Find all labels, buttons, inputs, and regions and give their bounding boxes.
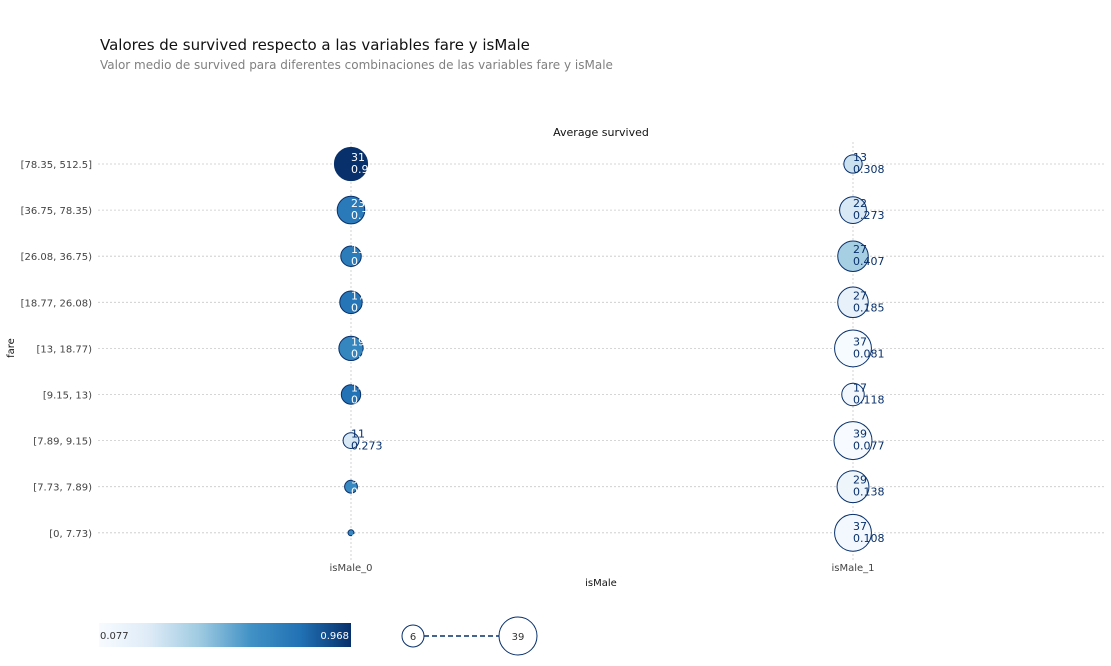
bubble-value-label: 0.786 xyxy=(351,394,383,407)
y-tick-label: [18.77, 26.08) xyxy=(21,298,93,309)
bubble-count-label: 15 xyxy=(351,243,365,256)
data-bubble[interactable] xyxy=(338,335,364,362)
size-legend-min-bubble xyxy=(401,624,425,648)
y-tick-label: [7.89, 9.15) xyxy=(33,437,92,448)
data-bubble[interactable] xyxy=(340,245,362,267)
y-tick-label: [36.75, 78.35) xyxy=(21,206,93,217)
x-axis-label: isMale xyxy=(585,578,617,589)
y-tick-label: [7.73, 7.89) xyxy=(33,483,92,494)
y-tick-label: [0, 7.73) xyxy=(49,529,92,540)
bubble-value-label: 0.077 xyxy=(853,440,885,453)
bubble-value-label: 0.407 xyxy=(853,255,885,268)
y-axis-label: fare xyxy=(6,338,17,358)
data-bubble[interactable] xyxy=(333,146,369,182)
data-bubble[interactable] xyxy=(833,421,873,461)
bubble-value-label: 0.273 xyxy=(351,440,383,453)
data-bubble[interactable] xyxy=(841,382,865,407)
bubble-value-label: 0.733 xyxy=(351,255,383,268)
data-bubble[interactable] xyxy=(339,290,363,315)
data-bubble[interactable] xyxy=(839,196,867,225)
bubble-count-label: 13 xyxy=(853,151,867,164)
size-legend-min-label: 6 xyxy=(410,632,416,643)
x-tick-label: isMale_0 xyxy=(329,563,372,574)
data-bubble[interactable] xyxy=(344,479,358,494)
bubble-count-label: 29 xyxy=(853,474,867,487)
bubble-count-label: 19 xyxy=(351,335,365,348)
bubble-count-label: 27 xyxy=(853,289,867,302)
data-bubble[interactable] xyxy=(843,154,863,174)
color-scale-max-label: 0.968 xyxy=(320,631,349,642)
bubble-value-label: 0.739 xyxy=(351,209,383,222)
bubble-count-label: 9 xyxy=(351,474,358,487)
size-legend-max-bubble xyxy=(498,616,538,656)
data-bubble[interactable] xyxy=(834,329,872,368)
y-tick-label: [9.15, 13) xyxy=(43,391,92,402)
bubble-value-label: 0.684 xyxy=(351,347,383,360)
bubble-value-label: 0.765 xyxy=(351,301,383,314)
chart-title: Valores de survived respecto a las varia… xyxy=(100,36,530,54)
bubble-value-label: 0.273 xyxy=(853,209,885,222)
bubble-count-label: 27 xyxy=(853,243,867,256)
bubble-value-label: 0.138 xyxy=(853,486,885,499)
bubble-value-label: 0.968 xyxy=(351,163,383,176)
y-tick-label: [26.08, 36.75) xyxy=(21,252,93,263)
data-bubble[interactable] xyxy=(837,240,869,272)
bubble-count-label: 14 xyxy=(351,382,365,395)
chart-subtitle: Valor medio de survived para diferentes … xyxy=(100,58,613,72)
y-tick-label: [78.35, 512.5] xyxy=(21,160,93,171)
bubble-count-label: 17 xyxy=(351,289,365,302)
data-bubble[interactable] xyxy=(342,432,360,450)
bubble-count-label: 11 xyxy=(351,428,365,441)
color-scale-bar xyxy=(99,623,351,647)
bubble-count-label: 37 xyxy=(853,335,867,348)
size-legend-max-label: 39 xyxy=(512,632,525,643)
bubble-value-label: 0.667 xyxy=(351,532,383,545)
bubble-value-label: 0.667 xyxy=(351,486,383,499)
bubble-count-label: 6 xyxy=(351,520,358,533)
data-bubble[interactable] xyxy=(340,384,362,405)
bubble-count-label: 39 xyxy=(853,428,867,441)
bubble-value-label: 0.185 xyxy=(853,301,885,314)
data-bubble[interactable] xyxy=(836,470,870,504)
bubble-value-label: 0.308 xyxy=(853,163,885,176)
bubble-count-label: 31 xyxy=(351,151,365,164)
plot-title: Average survived xyxy=(553,126,649,139)
bubble-value-label: 0.081 xyxy=(853,347,885,360)
color-scale-min-label: 0.077 xyxy=(100,631,129,642)
bubble-count-label: 37 xyxy=(853,520,867,533)
y-tick-label: [13, 18.77) xyxy=(36,344,92,355)
data-bubble[interactable] xyxy=(347,529,355,537)
data-bubble[interactable] xyxy=(336,195,366,225)
bubble-value-label: 0.108 xyxy=(853,532,885,545)
data-bubble[interactable] xyxy=(834,513,872,552)
data-bubble[interactable] xyxy=(837,286,869,319)
bubble-count-label: 23 xyxy=(351,197,365,210)
bubble-count-label: 22 xyxy=(853,197,867,210)
x-tick-label: isMale_1 xyxy=(831,563,874,574)
bubble-count-label: 17 xyxy=(853,382,867,395)
bubble-value-label: 0.118 xyxy=(853,394,885,407)
